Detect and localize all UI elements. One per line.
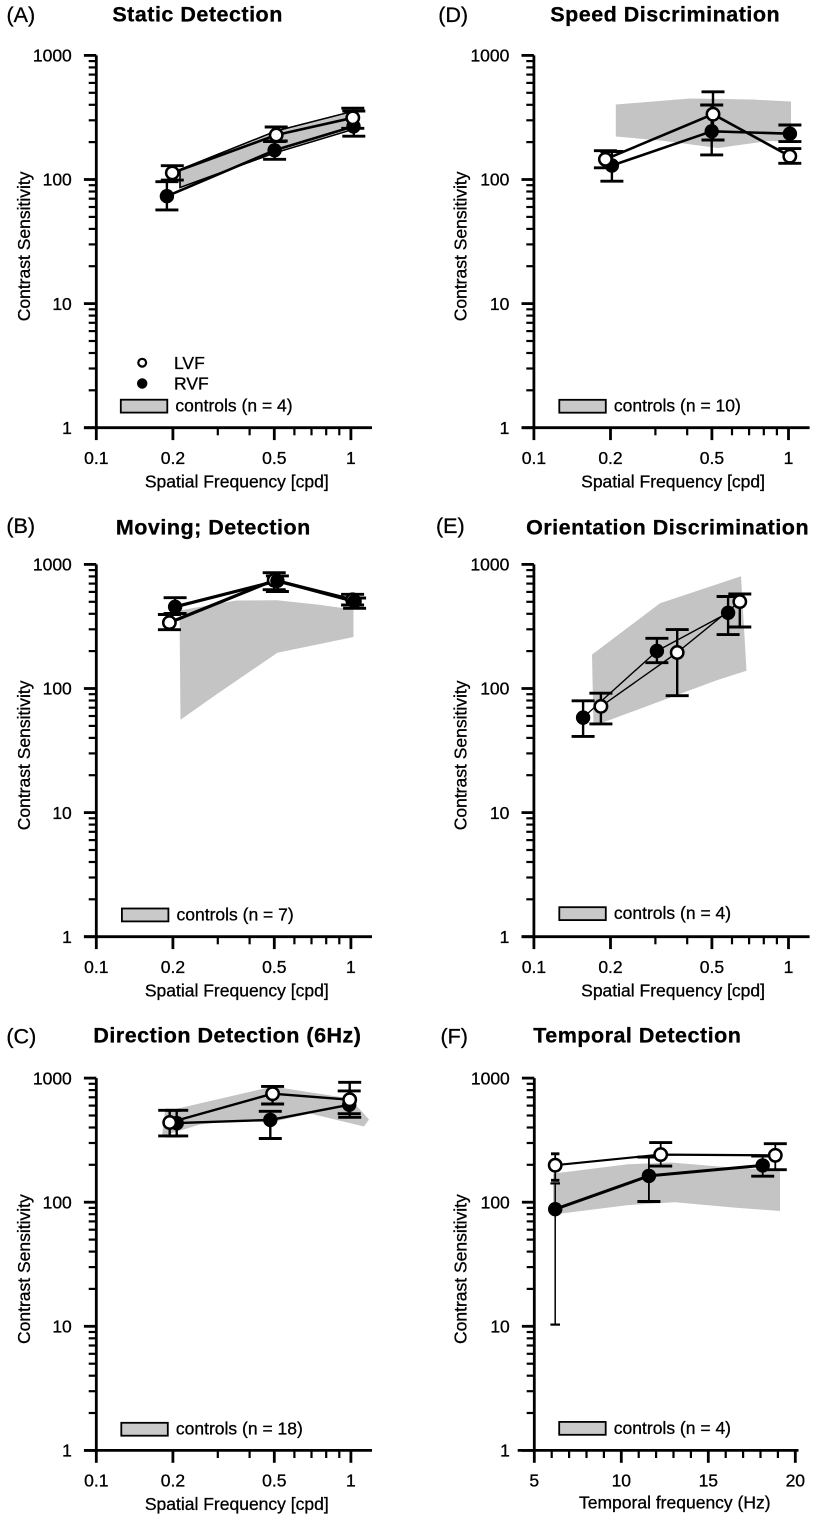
svg-text:Contrast Sensitivity: Contrast Sensitivity [450, 171, 470, 321]
svg-text:0.1: 0.1 [84, 1471, 108, 1491]
svg-text:controls (n = 4): controls (n = 4) [614, 1418, 731, 1438]
svg-text:1: 1 [500, 1441, 510, 1461]
svg-text:1000: 1000 [471, 1068, 510, 1088]
svg-text:100: 100 [43, 679, 72, 699]
svg-text:5: 5 [529, 1471, 539, 1491]
svg-text:LVF: LVF [174, 353, 205, 373]
svg-text:1000: 1000 [470, 46, 509, 66]
svg-text:10: 10 [52, 1317, 72, 1337]
svg-text:100: 100 [480, 679, 509, 699]
svg-text:controls (n = 18): controls (n = 18) [176, 1419, 303, 1439]
svg-text:(D): (D) [438, 3, 468, 27]
svg-text:0.2: 0.2 [598, 448, 622, 468]
svg-text:controls (n = 4): controls (n = 4) [614, 903, 731, 923]
svg-text:1: 1 [62, 1441, 72, 1461]
svg-text:Spatial Frequency [cpd]: Spatial Frequency [cpd] [581, 472, 765, 492]
svg-text:10: 10 [52, 294, 72, 314]
svg-text:1: 1 [346, 1471, 356, 1491]
svg-text:15: 15 [699, 1471, 718, 1491]
svg-text:Direction Detection (6Hz): Direction Detection (6Hz) [93, 1024, 361, 1048]
svg-text:Temporal frequency (Hz): Temporal frequency (Hz) [579, 1493, 771, 1513]
svg-text:1000: 1000 [470, 555, 509, 575]
svg-text:Contrast Sensitivity: Contrast Sensitivity [450, 1194, 470, 1344]
svg-text:Contrast Sensitivity: Contrast Sensitivity [450, 680, 470, 830]
svg-text:0.5: 0.5 [262, 448, 286, 468]
svg-text:Spatial Frequency [cpd]: Spatial Frequency [cpd] [581, 981, 765, 1001]
svg-text:(C): (C) [6, 1025, 36, 1049]
svg-text:Spatial Frequency [cpd]: Spatial Frequency [cpd] [145, 981, 329, 1001]
svg-text:0.5: 0.5 [700, 448, 724, 468]
svg-text:Temporal Detection: Temporal Detection [533, 1024, 741, 1048]
svg-text:100: 100 [481, 1192, 510, 1212]
svg-text:RVF: RVF [174, 374, 209, 394]
svg-text:10: 10 [490, 803, 510, 823]
svg-text:controls (n = 10): controls (n = 10) [614, 396, 741, 416]
svg-text:1: 1 [784, 957, 794, 977]
svg-text:1: 1 [500, 927, 510, 947]
svg-text:100: 100 [480, 170, 509, 190]
svg-text:controls (n = 7): controls (n = 7) [177, 904, 294, 924]
svg-text:1000: 1000 [33, 555, 72, 575]
svg-text:1: 1 [62, 927, 72, 947]
svg-text:Speed Discrimination: Speed Discrimination [550, 3, 780, 27]
svg-text:0.2: 0.2 [161, 448, 185, 468]
svg-text:10: 10 [490, 294, 510, 314]
svg-text:0.5: 0.5 [262, 1471, 286, 1491]
svg-text:20: 20 [786, 1471, 806, 1491]
svg-text:Orientation Discrimination: Orientation Discrimination [526, 516, 809, 540]
svg-text:(F): (F) [441, 1025, 468, 1049]
svg-text:(B): (B) [6, 514, 35, 538]
svg-text:1000: 1000 [33, 46, 72, 66]
svg-text:0.2: 0.2 [161, 957, 185, 977]
svg-text:0.5: 0.5 [262, 957, 286, 977]
svg-text:controls (n = 4): controls (n = 4) [175, 396, 292, 416]
svg-text:0.1: 0.1 [84, 957, 108, 977]
svg-text:10: 10 [52, 803, 72, 823]
svg-text:1: 1 [784, 448, 794, 468]
svg-text:1000: 1000 [33, 1068, 72, 1088]
svg-text:0.1: 0.1 [84, 448, 108, 468]
svg-text:1: 1 [62, 418, 72, 438]
svg-text:100: 100 [43, 170, 72, 190]
svg-text:10: 10 [490, 1317, 510, 1337]
svg-text:0.1: 0.1 [522, 957, 546, 977]
svg-text:(A): (A) [7, 3, 36, 27]
svg-text:Spatial Frequency [cpd]: Spatial Frequency [cpd] [145, 472, 329, 492]
svg-text:0.5: 0.5 [700, 957, 724, 977]
svg-text:Contrast Sensitivity: Contrast Sensitivity [14, 171, 34, 321]
svg-text:Contrast Sensitivity: Contrast Sensitivity [14, 680, 34, 830]
svg-text:1: 1 [346, 448, 356, 468]
svg-text:0.2: 0.2 [598, 957, 622, 977]
svg-text:0.1: 0.1 [522, 448, 546, 468]
svg-text:1: 1 [500, 418, 510, 438]
svg-text:100: 100 [43, 1192, 72, 1212]
svg-text:Spatial Frequency [cpd]: Spatial Frequency [cpd] [145, 1494, 329, 1514]
svg-text:(E): (E) [436, 514, 465, 538]
svg-text:1: 1 [346, 957, 356, 977]
svg-text:Static Detection: Static Detection [112, 3, 282, 27]
svg-text:10: 10 [612, 1471, 632, 1491]
svg-text:Contrast Sensitivity: Contrast Sensitivity [14, 1194, 34, 1344]
svg-text:Moving; Detection: Moving; Detection [116, 516, 311, 540]
svg-text:0.2: 0.2 [161, 1471, 185, 1491]
